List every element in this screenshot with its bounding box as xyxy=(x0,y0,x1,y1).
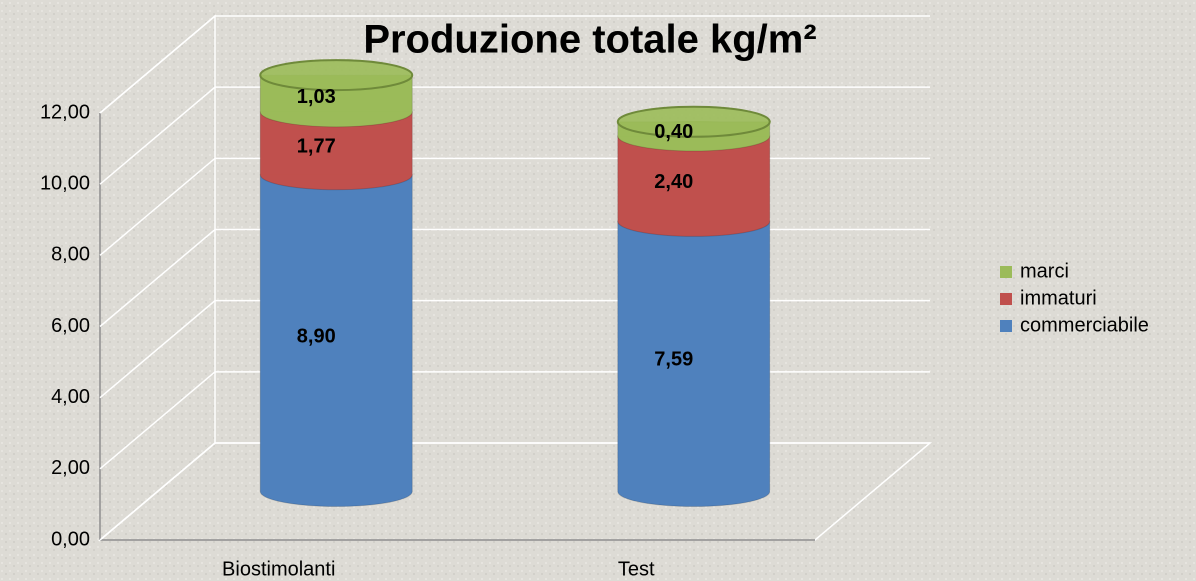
legend-label: immaturi xyxy=(1020,287,1097,309)
grid-line xyxy=(99,15,930,114)
chart-title: Produzione totale kg/m² xyxy=(363,18,816,62)
legend-label: marci xyxy=(1020,260,1069,282)
bar-segment xyxy=(259,174,413,507)
x-tick-label: Test xyxy=(618,558,655,580)
bar-segment xyxy=(259,59,414,128)
segment-shade xyxy=(617,121,771,152)
segment-top xyxy=(616,105,771,138)
segment-shade xyxy=(259,111,413,191)
y-tick-label: 0,00 xyxy=(51,528,90,550)
value-label: 2,40 xyxy=(654,171,693,193)
value-label: 8,90 xyxy=(297,325,336,347)
legend-swatch xyxy=(1000,320,1012,332)
value-label: 1,03 xyxy=(297,86,336,108)
value-label: 1,77 xyxy=(297,136,336,158)
y-tick-label: 4,00 xyxy=(51,386,90,408)
segment-shade xyxy=(259,74,413,128)
legend-label: commerciabile xyxy=(1020,314,1149,336)
y-tick-label: 10,00 xyxy=(40,172,90,194)
legend-swatch xyxy=(1000,266,1012,278)
value-label: 7,59 xyxy=(654,349,693,371)
segment-shade xyxy=(617,220,771,507)
segment-body xyxy=(260,174,413,492)
y-tick-label: 6,00 xyxy=(51,315,90,337)
bar-segment xyxy=(617,220,771,507)
segment-shade xyxy=(617,135,771,237)
bar-segment xyxy=(616,105,771,152)
segment-shade xyxy=(259,174,413,507)
x-tick-label: Biostimolanti xyxy=(222,558,335,580)
grid-line xyxy=(99,86,930,185)
value-label: 0,40 xyxy=(654,121,693,143)
y-tick-label: 2,00 xyxy=(51,457,90,479)
y-tick-label: 8,00 xyxy=(51,244,90,266)
legend-swatch xyxy=(1000,293,1012,305)
segment-body xyxy=(617,221,770,492)
segment-top xyxy=(259,59,414,92)
y-tick-label: 12,00 xyxy=(40,101,90,123)
